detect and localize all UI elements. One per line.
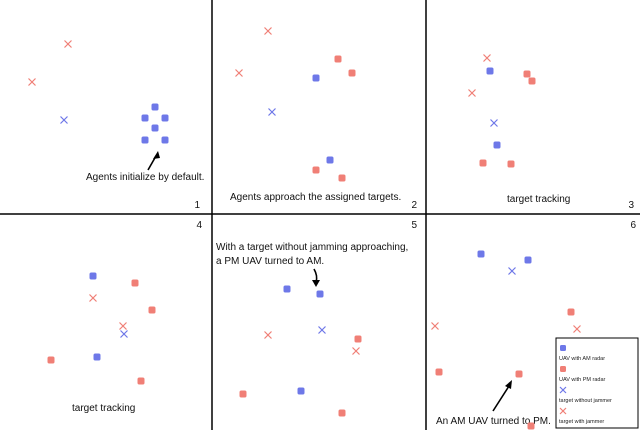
agent-and-target-marks: [28, 27, 581, 430]
panel-5-caption-line-2: a PM UAV turned to AM.: [216, 256, 324, 267]
panel-1-am-uav-marker: [161, 114, 169, 122]
panel-1-target-without-jammer-marker: [60, 116, 68, 124]
panel-5-target-with-jammer-marker: [264, 331, 272, 339]
panel-4-pm-uav-marker: [148, 306, 156, 314]
panel-4-target-with-jammer-marker: [119, 322, 127, 330]
panel-2-pm-uav-marker: [312, 166, 320, 174]
panel-number-5: 5: [411, 220, 417, 231]
panel-4-am-uav-marker: [89, 272, 97, 280]
panel-3-target-with-jammer-marker: [468, 89, 476, 97]
panel-2-pm-uav-marker: [334, 55, 342, 63]
legend-am-uav-symbol: [560, 345, 566, 351]
legend-label-tx_blue: target without jammer: [559, 398, 612, 404]
panel-6-target-without-jammer-marker: [508, 267, 516, 275]
panel-2-target-with-jammer-marker: [264, 27, 272, 35]
panel-3-pm-uav-marker: [523, 70, 531, 78]
panel-5-pm-uav-marker: [354, 335, 362, 343]
panel-3-am-uav-marker: [486, 67, 494, 75]
legend-target-with-jammer-symbol: [559, 407, 567, 415]
panel-2-target-with-jammer-marker: [235, 69, 243, 77]
panel-3-caption: target tracking: [507, 194, 570, 205]
panel-2-am-uav-marker: [326, 156, 334, 164]
panel-1-am-uav-marker: [141, 114, 149, 122]
panel-5-caption: With a target without jamming approachin…: [216, 242, 411, 267]
panel-3-target-without-jammer-marker: [490, 119, 498, 127]
panel-1-target-with-jammer-marker: [64, 40, 72, 48]
legend: UAV with AM radar UAV with PM radar target…: [555, 337, 639, 429]
panel-1-am-uav-marker: [151, 103, 159, 111]
legend-label-am: UAV with AM radar: [559, 356, 605, 362]
panel-3-pm-uav-marker: [479, 159, 487, 167]
panel-2-target-without-jammer-marker: [268, 108, 276, 116]
panel-5-pm-uav-marker: [239, 390, 247, 398]
panel-1-arrow: [147, 151, 160, 171]
panel-4-pm-uav-marker: [131, 279, 139, 287]
panel-5-caption-line-1: With a target without jamming approachin…: [216, 242, 408, 253]
panel-number-6: 6: [630, 220, 636, 231]
legend-label-pm: UAV with PM radar: [559, 377, 606, 383]
panel-6-pm-uav-marker: [435, 368, 443, 376]
panel-5-arrow: [312, 268, 320, 287]
panel-6-am-uav-marker: [477, 250, 485, 258]
panel-4-target-without-jammer-marker: [120, 330, 128, 338]
panel-5-am-uav-marker: [316, 290, 324, 298]
legend-label-tx_red: target with jammer: [559, 419, 604, 425]
panel-4-pm-uav-marker: [47, 356, 55, 364]
panel-5-am-uav-marker: [297, 387, 305, 395]
panel-5-target-with-jammer-marker: [352, 347, 360, 355]
panel-4-am-uav-marker: [93, 353, 101, 361]
legend-pm-uav-symbol: [560, 366, 566, 372]
panel-3-target-with-jammer-marker: [483, 54, 491, 62]
panel-1-am-uav-marker: [161, 136, 169, 144]
panel-6-arrow: [492, 380, 512, 412]
panel-6-am-uav-marker: [524, 256, 532, 264]
panel-number-4: 4: [196, 220, 202, 231]
panel-2-pm-uav-marker: [348, 69, 356, 77]
panel-6-pm-uav-marker: [527, 422, 535, 430]
panel-4-target-with-jammer-marker: [89, 294, 97, 302]
panel-2-pm-uav-marker: [338, 174, 346, 182]
panel-1-target-with-jammer-marker: [28, 78, 36, 86]
panel-1-am-uav-marker: [151, 124, 159, 132]
panel-2-am-uav-marker: [312, 74, 320, 82]
panel-1-caption: Agents initialize by default.: [86, 172, 204, 183]
panel-2-caption: Agents approach the assigned targets.: [230, 192, 401, 203]
panel-1-am-uav-marker: [141, 136, 149, 144]
legend-box: [555, 337, 639, 429]
panel-number-1: 1: [194, 200, 200, 211]
panel-3-pm-uav-marker: [528, 77, 536, 85]
panel-5-am-uav-marker: [283, 285, 291, 293]
panel-number-3: 3: [628, 200, 634, 211]
panel-6-target-with-jammer-marker: [431, 322, 439, 330]
panel-6-pm-uav-marker: [567, 308, 575, 316]
panel-3-pm-uav-marker: [507, 160, 515, 168]
panel-6-pm-uav-marker: [515, 370, 523, 378]
panel-6-target-with-jammer-marker: [573, 325, 581, 333]
panel-6-caption: An AM UAV turned to PM.: [436, 416, 551, 427]
panel-3-am-uav-marker: [493, 141, 501, 149]
panel-4-caption: target tracking: [72, 403, 135, 414]
panel-5-target-without-jammer-marker: [318, 326, 326, 334]
panel-number-2: 2: [411, 200, 417, 211]
legend-target-without-jammer-symbol: [559, 386, 567, 394]
panel-4-pm-uav-marker: [137, 377, 145, 385]
panel-5-pm-uav-marker: [338, 409, 346, 417]
